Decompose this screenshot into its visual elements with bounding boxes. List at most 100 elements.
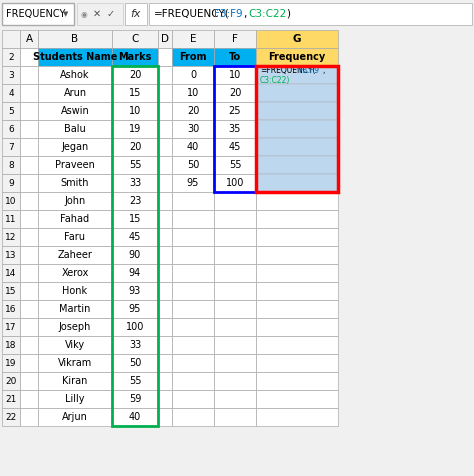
Text: 10: 10 [229,70,241,80]
Text: Balu: Balu [64,124,86,134]
Bar [20,318,38,336]
Text: 15: 15 [129,88,141,98]
Bar [172,174,214,192]
Text: 45: 45 [229,142,241,152]
Text: 20: 20 [5,377,17,386]
Text: 55: 55 [129,376,141,386]
Bar [158,102,172,120]
Bar [112,210,158,228]
Text: Fahad: Fahad [61,214,90,224]
Bar [2,156,20,174]
Text: 15: 15 [129,214,141,224]
Text: F3:F9: F3:F9 [298,66,319,75]
Text: 30: 30 [187,124,199,134]
Bar [214,246,256,264]
Bar [256,156,338,174]
Bar [256,192,338,210]
Bar [158,390,172,408]
Bar [77,3,123,25]
Text: 8: 8 [8,160,14,169]
Bar [2,192,20,210]
Text: 5: 5 [8,107,14,116]
Text: Xerox: Xerox [61,268,89,278]
Bar [214,336,256,354]
Bar [256,408,338,426]
Text: 19: 19 [5,358,17,367]
Text: 40: 40 [129,412,141,422]
Bar [214,66,256,192]
Bar [112,282,158,300]
Text: B: B [72,34,79,44]
Text: Praveen: Praveen [55,160,95,170]
Text: Smith: Smith [61,178,89,188]
Bar [214,408,256,426]
Bar [20,372,38,390]
Bar [112,30,158,48]
Bar [20,300,38,318]
Text: 33: 33 [129,340,141,350]
Text: 12: 12 [5,232,17,241]
Bar [38,156,112,174]
Bar [112,120,158,138]
Bar [214,174,256,192]
Bar [112,66,158,426]
Bar [158,156,172,174]
Bar [214,66,256,84]
Text: 93: 93 [129,286,141,296]
Bar [256,300,338,318]
Bar [38,120,112,138]
Bar [0,0,474,28]
Text: 35: 35 [229,124,241,134]
Bar [158,246,172,264]
Text: Martin: Martin [59,304,91,314]
Text: 95: 95 [187,178,199,188]
Text: 20: 20 [229,88,241,98]
Bar [158,120,172,138]
Bar [2,84,20,102]
Text: 19: 19 [129,124,141,134]
Bar [158,372,172,390]
Bar [20,390,38,408]
Bar [125,3,147,25]
Bar [256,174,338,192]
Text: ◉: ◉ [81,10,87,19]
Bar [158,318,172,336]
Bar [20,282,38,300]
Bar [38,66,112,84]
Bar [172,246,214,264]
Text: Arjun: Arjun [62,412,88,422]
Text: ✕: ✕ [93,9,101,19]
Bar [20,354,38,372]
Bar [38,210,112,228]
Bar [158,282,172,300]
Bar [172,66,214,84]
Text: 16: 16 [5,305,17,314]
Bar [214,138,256,156]
Text: ): ) [286,9,290,19]
Bar [112,354,158,372]
Bar [172,156,214,174]
Text: ▼: ▼ [64,11,69,17]
Text: FREQUENCY: FREQUENCY [6,9,65,19]
Bar [172,300,214,318]
Bar [172,336,214,354]
Bar [172,102,214,120]
Bar [214,210,256,228]
Text: 9: 9 [8,178,14,188]
Bar [112,300,158,318]
Text: Frequency: Frequency [268,52,326,62]
Bar [38,174,112,192]
Bar [2,30,20,48]
Text: 13: 13 [5,250,17,259]
Bar [158,84,172,102]
Bar [172,390,214,408]
Bar [112,228,158,246]
Text: Viky: Viky [65,340,85,350]
Bar [38,264,112,282]
Bar [2,318,20,336]
Bar [214,264,256,282]
Text: 25: 25 [229,106,241,116]
Text: Joseph: Joseph [59,322,91,332]
Text: Kiran: Kiran [62,376,88,386]
Text: 45: 45 [129,232,141,242]
